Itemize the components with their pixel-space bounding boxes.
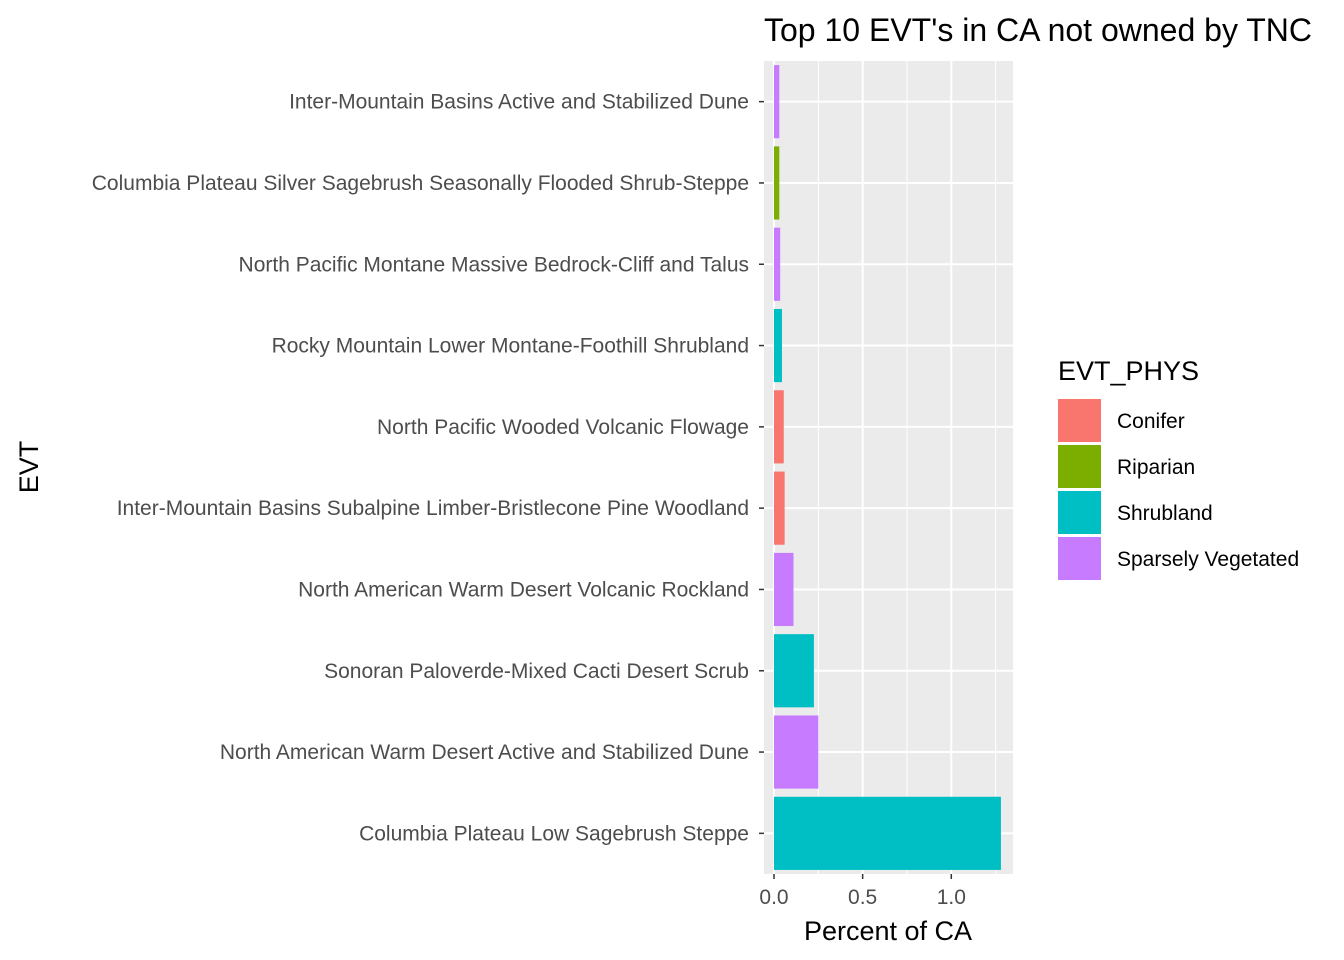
legend-label: Shrubland xyxy=(1117,502,1213,525)
legend-key xyxy=(1058,445,1101,488)
bar xyxy=(774,552,794,627)
bar xyxy=(774,146,780,220)
chart-title: Top 10 EVT's in CA not owned by TNC xyxy=(764,12,1312,48)
legend-title: EVT_PHYS xyxy=(1058,356,1199,386)
bar xyxy=(774,65,780,139)
bar xyxy=(774,796,1001,870)
y-axis-title: EVT xyxy=(14,441,44,494)
y-tick-label: Rocky Mountain Lower Montane-Foothill Sh… xyxy=(272,335,749,358)
legend-key xyxy=(1058,399,1101,442)
x-tick-label: 0.0 xyxy=(759,886,788,909)
bar xyxy=(774,308,782,383)
legend: EVT_PHYS Conifer Riparian Shrubland Sparsel… xyxy=(1058,356,1299,580)
y-tick-label: Inter-Mountain Basins Subalpine Limber-B… xyxy=(117,497,749,520)
bars xyxy=(774,65,1001,870)
legend-label: Riparian xyxy=(1117,456,1195,479)
y-tick-label: Columbia Plateau Silver Sagebrush Season… xyxy=(92,172,749,195)
legend-items: Conifer Riparian Shrubland Sparsely Vegetat… xyxy=(1058,399,1299,580)
bar xyxy=(774,634,814,708)
legend-label: Conifer xyxy=(1117,410,1185,433)
bar xyxy=(774,715,819,789)
legend-key xyxy=(1058,537,1101,580)
bar xyxy=(774,227,781,301)
x-tick-label: 0.5 xyxy=(848,886,877,909)
x-axis: 0.0 0.5 1.0 xyxy=(759,874,966,909)
y-tick-label: North American Warm Desert Active and St… xyxy=(220,741,749,764)
y-tick-label: North Pacific Wooded Volcanic Flowage xyxy=(377,416,749,439)
y-tick-label: North American Warm Desert Volcanic Rock… xyxy=(298,578,749,601)
y-tick-label: Inter-Mountain Basins Active and Stabili… xyxy=(289,91,749,114)
legend-key xyxy=(1058,491,1101,534)
x-tick-label: 1.0 xyxy=(937,886,966,909)
bar xyxy=(774,471,785,545)
x-axis-title: Percent of CA xyxy=(804,916,972,946)
y-tick-label: Columbia Plateau Low Sagebrush Steppe xyxy=(359,822,749,845)
y-tick-label: Sonoran Paloverde-Mixed Cacti Desert Scr… xyxy=(324,660,749,683)
y-tick-label: North Pacific Montane Massive Bedrock-Cl… xyxy=(239,253,749,276)
bar xyxy=(774,390,784,464)
legend-label: Sparsely Vegetated xyxy=(1117,548,1299,571)
y-axis: Inter-Mountain Basins Active and Stabili… xyxy=(92,91,764,845)
